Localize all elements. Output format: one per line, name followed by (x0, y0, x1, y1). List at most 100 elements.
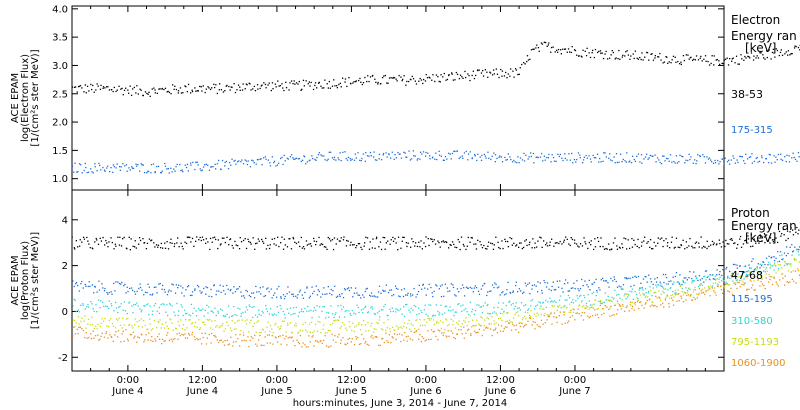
electron-data-point (579, 154, 581, 156)
proton-data-point (344, 289, 347, 291)
proton-data-point (196, 326, 198, 328)
electron-data-point (422, 82, 424, 85)
proton-data-point (468, 328, 470, 330)
proton-data-point (353, 330, 356, 333)
electron-data-point (175, 88, 178, 91)
electron-data-point (316, 87, 318, 89)
proton-data-point (374, 313, 376, 315)
electron-data-point (184, 85, 186, 87)
proton-data-point (392, 236, 394, 239)
proton-data-point (768, 255, 770, 257)
proton-data-point (407, 335, 409, 337)
proton-data-point (723, 287, 726, 289)
electron-data-point (599, 50, 602, 52)
proton-data-point (370, 295, 372, 297)
proton-data-point (290, 314, 292, 316)
proton-data-point (355, 338, 357, 340)
proton-data-point (397, 288, 399, 290)
proton-data-point (691, 245, 693, 247)
proton-data-point (127, 317, 129, 320)
proton-data-point (292, 236, 294, 239)
proton-data-point (717, 285, 719, 287)
proton-data-point (145, 334, 147, 336)
proton-data-point (597, 240, 600, 243)
proton-data-point (219, 284, 221, 286)
proton-data-point (712, 243, 714, 246)
proton-data-point (779, 264, 782, 266)
proton-data-point (134, 240, 136, 242)
proton-data-point (563, 239, 565, 241)
proton-data-point (750, 280, 753, 282)
proton-data-point (696, 297, 698, 299)
electron-data-point (724, 157, 726, 159)
proton-data-point (424, 287, 426, 289)
proton-data-point (428, 318, 431, 320)
proton-data-point (150, 329, 152, 331)
proton-data-point (428, 283, 430, 285)
electron-data-point (167, 90, 169, 93)
proton-data-point (671, 294, 674, 296)
electron-data-point (78, 85, 80, 87)
electron-data-point (669, 154, 672, 156)
electron-data-point (624, 55, 626, 57)
electron-data-point (100, 84, 102, 87)
proton-data-point (518, 242, 521, 244)
proton-data-point (507, 246, 509, 248)
proton-data-point (674, 292, 676, 294)
proton-data-point (587, 247, 589, 250)
electron-data-point (708, 64, 711, 66)
electron-data-point (729, 58, 731, 60)
proton-data-point (581, 306, 584, 308)
proton-data-point (394, 329, 396, 331)
proton-data-point (502, 291, 504, 293)
proton-data-point (659, 238, 661, 240)
proton-data-point (357, 337, 359, 339)
proton-data-point (469, 286, 471, 289)
proton-data-point (96, 239, 98, 241)
proton-data-point (752, 276, 754, 278)
electron-data-point (395, 157, 397, 159)
proton-data-point (638, 247, 640, 249)
electron-data-point (71, 165, 74, 167)
electron-data-point (177, 90, 180, 92)
proton-data-point (402, 236, 404, 238)
electron-data-point (362, 153, 365, 155)
proton-data-point (211, 320, 213, 322)
proton-data-point (620, 308, 622, 310)
electron-y-ticks: 1.01.52.02.53.03.54.0 (52, 4, 724, 185)
electron-data-point (281, 156, 283, 159)
proton-legend-title-line: Energy ran (731, 219, 797, 233)
proton-data-point (346, 309, 348, 312)
proton-data-point (725, 283, 728, 285)
proton-data-point (411, 339, 414, 341)
proton-data-point (213, 236, 216, 238)
proton-data-point (219, 244, 221, 246)
proton-data-point (84, 308, 86, 310)
proton-data-point (127, 290, 129, 293)
proton-data-point (181, 245, 183, 248)
electron-data-point (140, 163, 142, 165)
proton-data-point (412, 309, 414, 311)
proton-data-point (530, 310, 532, 312)
electron-data-point (154, 89, 156, 91)
proton-data-point (740, 246, 743, 248)
proton-data-point (345, 343, 347, 346)
electron-data-point (632, 53, 634, 55)
proton-data-point (100, 322, 102, 325)
proton-data-point (304, 344, 306, 346)
electron-data-point (519, 157, 522, 159)
proton-data-point (101, 283, 103, 285)
proton-data-point (257, 238, 259, 240)
proton-data-point (310, 309, 312, 311)
proton-data-point (520, 302, 523, 304)
proton-data-point (386, 340, 388, 342)
proton-data-point (283, 238, 285, 240)
proton-data-point (262, 312, 264, 314)
proton-data-point (193, 245, 195, 247)
proton-data-point (355, 287, 357, 289)
proton-data-point (233, 306, 235, 308)
proton-data-point (283, 298, 286, 300)
electron-data-point (147, 170, 150, 172)
proton-data-point (369, 241, 371, 243)
